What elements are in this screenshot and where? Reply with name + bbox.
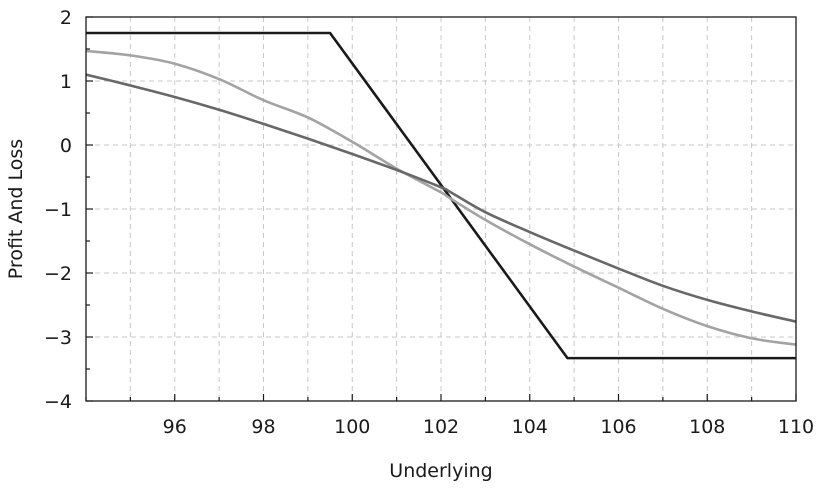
y-tick-label: 0 <box>60 135 72 157</box>
x-tick-label: 104 <box>512 416 548 438</box>
x-axis-title: Underlying <box>389 460 492 482</box>
series-line-2 <box>85 49 797 346</box>
x-tick-label: 96 <box>163 416 187 438</box>
axis-ticks <box>85 16 797 402</box>
x-tick-label: 100 <box>334 416 370 438</box>
y-tick-label: −1 <box>44 199 72 221</box>
series-line-3 <box>85 73 797 323</box>
tick-labels: 96 98 100 102 104 106 108 110 −4 −3 −2 −1 0 1 2 <box>44 7 814 438</box>
x-tick-label: 110 <box>778 416 814 438</box>
x-tick-label: 98 <box>251 416 275 438</box>
y-tick-label: 2 <box>60 7 72 29</box>
x-tick-label: 106 <box>600 416 636 438</box>
y-axis-title: Profit And Loss <box>5 139 27 279</box>
y-tick-label: −4 <box>44 391 72 413</box>
x-tick-label: 102 <box>423 416 459 438</box>
x-tick-label: 108 <box>689 416 725 438</box>
series-layer <box>85 31 797 360</box>
y-tick-label: 1 <box>60 71 72 93</box>
grid <box>86 17 796 401</box>
series-line-1 <box>86 31 796 360</box>
y-tick-label: −2 <box>44 263 72 285</box>
y-tick-label: −3 <box>44 327 72 349</box>
